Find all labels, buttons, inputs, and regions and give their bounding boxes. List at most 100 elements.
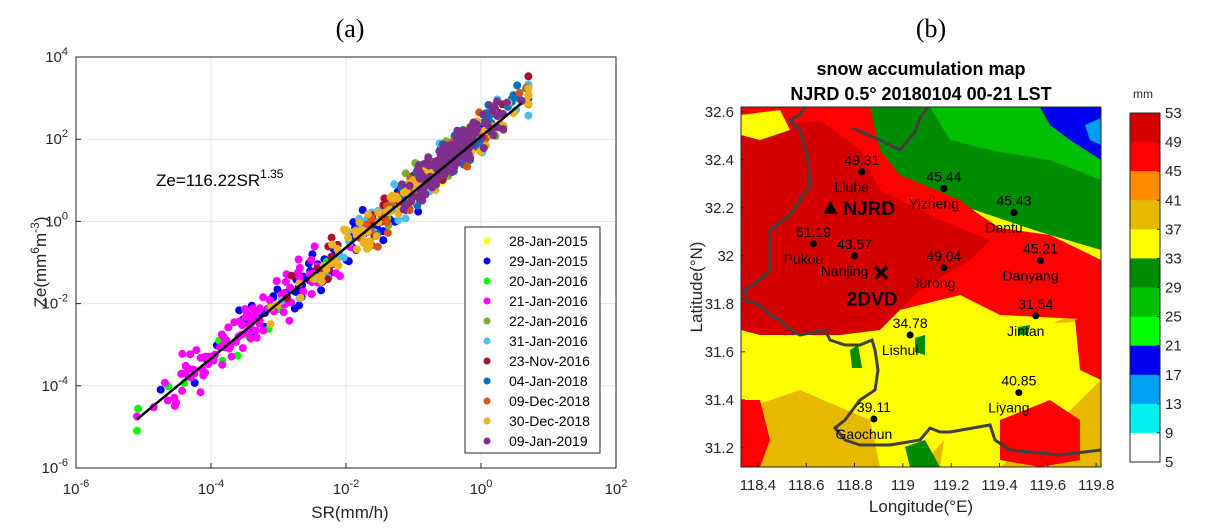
data-point (493, 97, 501, 106)
x-tick-label: 119.4 (981, 477, 1017, 494)
station-dot (1032, 312, 1040, 320)
field-red-e (1075, 310, 1101, 380)
site-label: 2DVD (847, 290, 898, 311)
station-nanjing: 43.57 Nanjing (821, 236, 872, 279)
data-point (366, 237, 375, 246)
station-dot (858, 168, 866, 176)
station-dantu: 45.43 Dantu (985, 193, 1031, 236)
station-name: Liuhe (835, 179, 869, 195)
data-point (463, 162, 472, 171)
colorbar-label: 41 (1165, 192, 1182, 209)
site-markers: NJRD 2DVD (823, 199, 897, 311)
data-point (479, 110, 488, 119)
station-jintan: 31.54 Jintan (1007, 296, 1053, 339)
legend-item: 09-Dec-2018 (483, 393, 590, 409)
station-liuhe: 49.31 Liuhe (835, 152, 880, 195)
y-tick-label: 32.4 (705, 152, 734, 169)
station-name: Dantu (985, 220, 1022, 236)
data-point (499, 125, 508, 133)
legend-marker (483, 297, 491, 305)
station-dot (809, 240, 817, 248)
legend-label: 30-Dec-2018 (509, 413, 590, 429)
data-point (265, 296, 274, 304)
colorbar: 53 49 45 41 37 33 29 25 21 17 13 9 5 (1129, 105, 1182, 471)
data-point (486, 102, 495, 111)
x-tick-label: 10-6 (63, 478, 89, 498)
data-point (438, 156, 447, 165)
data-point (483, 121, 492, 130)
x-axis-label-b: Longitude(°E) (869, 497, 973, 516)
legend-item: 09-Jan-2019 (483, 433, 588, 449)
panel-b: (b) snow accumulation map NJRD 0.5° 2018… (687, 14, 1182, 516)
data-point (317, 271, 326, 280)
data-point (503, 98, 511, 107)
colorbar-unit: mm (1133, 87, 1153, 101)
data-point (453, 138, 462, 147)
data-point (440, 170, 449, 179)
station-liyang: 40.85 Liyang (988, 373, 1036, 416)
station-name: Lishui (882, 342, 919, 358)
data-point (163, 396, 172, 405)
data-point (394, 216, 403, 225)
legend-marker (483, 377, 491, 385)
data-point (181, 369, 190, 378)
field-green-spot-4 (1018, 325, 1030, 335)
data-point (390, 180, 399, 189)
legend-label: 04-Jan-2018 (509, 373, 588, 389)
legend-marker (483, 317, 491, 325)
data-point (294, 255, 303, 264)
field-yellow-north (741, 110, 790, 140)
data-point (251, 326, 260, 335)
data-point (328, 240, 337, 249)
data-point (401, 169, 410, 178)
station-value: 45.21 (1023, 241, 1058, 257)
data-point (524, 111, 533, 120)
data-point (172, 398, 181, 407)
plot-b-xticks: 118.4 118.6 118.8 119 119.2 119.4 119.6 119.8 (740, 463, 1114, 494)
station-dot (1037, 257, 1045, 265)
y-tick-label: 10-6 (42, 457, 68, 477)
legend-label: 20-Jan-2016 (509, 273, 588, 289)
colorbar-label: 9 (1165, 425, 1173, 442)
legend-marker (483, 357, 491, 365)
data-point (353, 245, 361, 254)
data-point (374, 208, 383, 217)
legend-marker (483, 257, 491, 265)
data-point (372, 232, 381, 241)
data-point (217, 330, 226, 339)
data-point (421, 190, 430, 199)
field-green-spot-1 (905, 440, 940, 467)
data-point (285, 316, 294, 325)
data-point (517, 96, 526, 105)
y-tick-label: 104 (45, 46, 68, 66)
legend-item: 31-Jan-2016 (483, 333, 588, 349)
station-name: Jintan (1007, 323, 1044, 339)
data-point (465, 152, 474, 160)
data-point (281, 277, 290, 286)
data-point (509, 91, 518, 100)
y-tick-label: 32 (717, 248, 734, 265)
station-value: 51.19 (796, 224, 831, 240)
station-value: 49.04 (926, 248, 961, 264)
data-point (218, 360, 227, 369)
station-jurong: 49.04 Jurong (913, 248, 962, 291)
fit-equation: Ze=116.22SR1.35 (156, 167, 284, 190)
y-tick-label: 31.4 (705, 392, 734, 409)
x-axis-label-a: SR(mm/h) (311, 503, 388, 522)
data-point (435, 147, 444, 156)
station-lishui: 34.78 Lishui (882, 315, 928, 358)
colorbar-label: 49 (1165, 134, 1182, 151)
data-point (359, 238, 368, 246)
data-point (134, 404, 143, 413)
data-point (201, 368, 210, 377)
data-point (515, 88, 524, 97)
site-label: NJRD (843, 199, 895, 220)
data-point (238, 344, 247, 353)
cross-icon (873, 265, 889, 280)
legend-item: 30-Dec-2018 (483, 413, 590, 429)
data-point (424, 153, 433, 162)
data-point (259, 326, 268, 335)
colorbar-label: 25 (1165, 309, 1182, 326)
station-value: 45.43 (996, 193, 1031, 209)
